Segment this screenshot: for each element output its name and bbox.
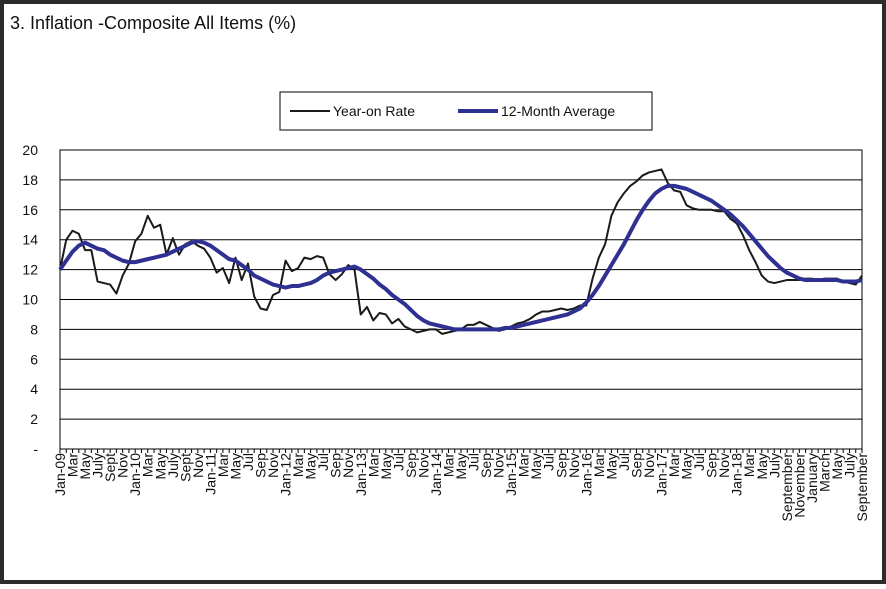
y-tick-label: 16 [22,202,38,218]
x-tick-label: May [829,453,845,479]
x-tick-label: Nov [641,453,657,478]
x-tick-label: Jan-09 [52,453,68,496]
x-tick-label: Jan-10 [127,453,143,496]
x-tick-label: May [679,453,695,479]
x-tick-label: Mar [65,453,81,477]
x-tick-label: Jul [541,453,557,471]
series-line [58,183,863,332]
y-tick-label: - [33,441,38,457]
x-tick-label: Jan-13 [353,453,369,496]
x-tick-label: Nov [265,453,281,478]
x-tick-label: Sep [403,453,419,478]
x-tick-label: Mar [741,453,757,477]
x-tick-label: Jul [466,453,482,471]
x-tick-label: Nov [566,453,582,478]
chart-title: 3. Inflation -Composite All Items (%) [10,13,296,33]
x-tick-label: Jul [390,453,406,471]
x-tick-label: September [779,453,795,522]
x-tick-label: Jul [315,453,331,471]
x-tick-label: Nov [716,453,732,478]
x-tick-label: Mar [440,453,456,477]
x-tick-label: July [90,453,106,478]
x-tick-label: July [165,453,181,478]
x-tick-label: Mar [666,453,682,477]
x-tick-label: November [791,453,807,518]
x-tick-label: July [841,453,857,478]
x-tick-label: Jan-14 [428,453,444,496]
x-tick-label: Nov [340,453,356,478]
y-tick-label: 6 [30,351,38,367]
x-tick-label: Jan-17 [654,453,670,496]
x-tick-label: May [528,453,544,479]
x-tick-label: May [603,453,619,479]
x-tick-label: Jul [691,453,707,471]
x-tick-label: Jul [616,453,632,471]
x-tick-label: Sep [478,453,494,478]
x-tick-label: Mar [290,453,306,477]
x-tick-label: July [766,453,782,478]
x-tick-label: January [804,453,820,503]
y-tick-label: 4 [30,381,38,397]
x-tick-label: May [77,453,93,479]
x-tick-label: Sep [704,453,720,478]
x-tick-label: Sep [328,453,344,478]
x-tick-label: Mar [591,453,607,477]
y-tick-label: 12 [22,262,38,278]
x-tick-label: Jan-12 [278,453,294,496]
x-tick-label: Jan-11 [202,453,218,495]
x-tick-label: May [152,453,168,479]
x-tick-label: Sept [102,453,118,482]
x-tick-label: May [227,453,243,479]
x-tick-label: May [303,453,319,479]
y-tick-label: 8 [30,321,38,337]
y-tick-label: 20 [22,142,38,158]
x-tick-label: Mar [516,453,532,477]
x-tick-label: March [816,453,832,492]
x-tick-label: September [854,453,870,522]
x-tick-label: May [378,453,394,479]
x-tick-label: Sep [628,453,644,478]
y-tick-label: 10 [22,292,38,308]
x-tick-label: Mar [215,453,231,477]
x-tick-label: Mar [140,453,156,477]
legend-label: 12-Month Average [501,103,615,119]
x-tick-label: Nov [190,453,206,478]
x-tick-label: Sep [253,453,269,478]
x-tick-label: Jul [240,453,256,471]
x-tick-label: Nov [415,453,431,478]
x-tick-label: Mar [365,453,381,477]
x-tick-label: Jan-18 [729,453,745,496]
y-tick-label: 18 [22,172,38,188]
x-tick-label: Nov [491,453,507,478]
x-tick-label: Jan-16 [578,453,594,496]
x-tick-label: Jan-15 [503,453,519,496]
legend-label: Year-on Rate [333,103,415,119]
x-tick-label: May [453,453,469,479]
x-tick-label: May [754,453,770,479]
x-tick-label: Sep [553,453,569,478]
x-tick-label: Nov [115,453,131,478]
y-tick-label: 2 [30,411,38,427]
y-tick-label: 14 [22,232,38,248]
x-tick-label: Sept [177,453,193,482]
